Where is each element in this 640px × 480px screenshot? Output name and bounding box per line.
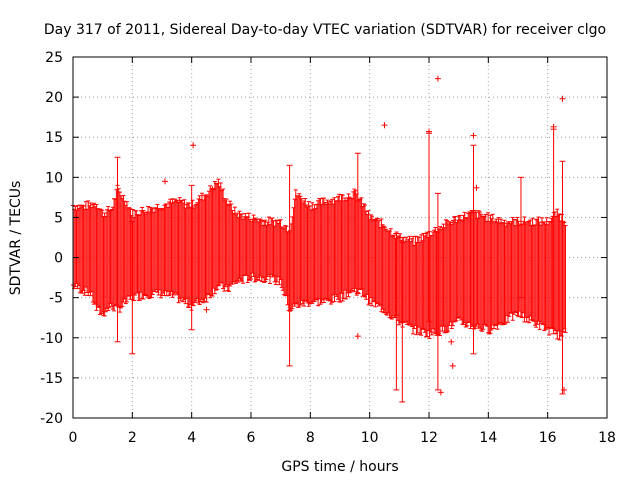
x-tick-label: 0 bbox=[69, 430, 78, 446]
data-point bbox=[473, 184, 480, 191]
plot-frame bbox=[72, 56, 608, 419]
data-point bbox=[161, 178, 168, 185]
x-tick-label: 14 bbox=[479, 430, 497, 446]
y-axis-label: SDTVAR / TECUs bbox=[8, 181, 24, 296]
y-tick-label: 20 bbox=[45, 90, 63, 106]
x-tick-label: 16 bbox=[539, 430, 557, 446]
data-point bbox=[190, 142, 197, 149]
data-point bbox=[437, 389, 444, 396]
y-tick-label: -20 bbox=[40, 411, 63, 427]
x-tick-label: 6 bbox=[247, 430, 256, 446]
chart-title: Day 317 of 2011, Sidereal Day-to-day VTE… bbox=[44, 22, 606, 38]
data-series-sdtvar bbox=[71, 75, 568, 403]
y-tick-label: -10 bbox=[40, 331, 63, 347]
data-point bbox=[434, 75, 441, 82]
x-tick-label: 12 bbox=[420, 430, 438, 446]
y-tick-label: 5 bbox=[54, 210, 63, 226]
data-point bbox=[381, 122, 388, 129]
data-point bbox=[449, 362, 456, 369]
x-tick-label: 8 bbox=[306, 430, 315, 446]
x-tick-label: 4 bbox=[187, 430, 196, 446]
y-tick-label: 25 bbox=[45, 50, 63, 66]
y-tick-label: 10 bbox=[45, 170, 63, 186]
data-point bbox=[209, 186, 216, 193]
axis-ticks: 0 2 4 6 8 10 12 14 16 18 25 20 15 10 5 0 -5 -10 -15 -20 bbox=[40, 50, 616, 446]
x-tick-label: 2 bbox=[128, 430, 137, 446]
data-point bbox=[426, 128, 432, 135]
y-tick-label: -15 bbox=[40, 371, 63, 387]
x-axis-label: GPS time / hours bbox=[281, 459, 398, 475]
y-tick-label: 0 bbox=[54, 251, 63, 267]
x-tick-label: 18 bbox=[598, 430, 616, 446]
data-point bbox=[203, 306, 210, 313]
data-point bbox=[470, 132, 477, 139]
data-point bbox=[354, 333, 361, 340]
data-point bbox=[550, 123, 557, 130]
x-tick-label: 10 bbox=[361, 430, 379, 446]
data-point bbox=[560, 386, 567, 393]
data-point bbox=[448, 338, 455, 345]
y-tick-label: -5 bbox=[49, 291, 63, 307]
y-tick-label: 15 bbox=[45, 130, 63, 146]
data-point bbox=[559, 95, 566, 102]
